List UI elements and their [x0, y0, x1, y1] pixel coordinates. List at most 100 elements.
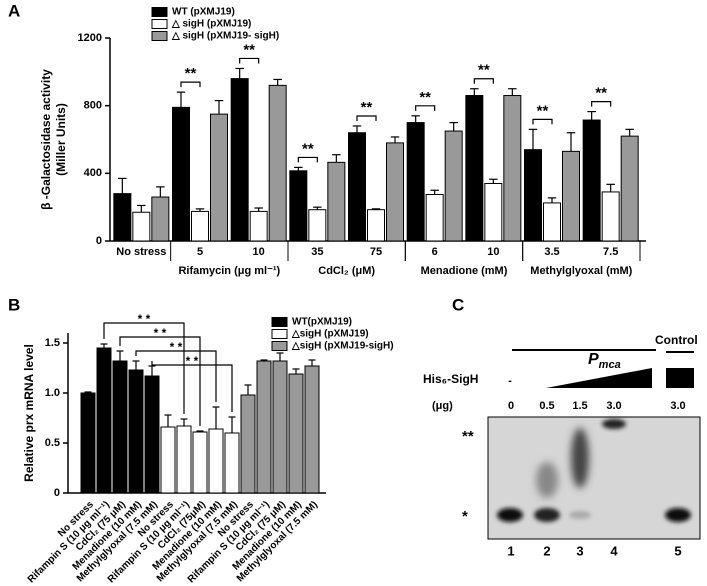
y-axis-label: (Miller Units) [54, 103, 68, 176]
gel-image [487, 416, 701, 540]
bar [444, 130, 463, 242]
significance-label: ** [595, 85, 607, 102]
comparison-label: * * [138, 312, 151, 326]
shifted-marker: ** [462, 428, 474, 445]
x-tick-label: 5 [197, 246, 203, 258]
amount: 3.0 [606, 400, 621, 412]
legend-label: △ sigH (pXMJ19- sigH) [171, 31, 279, 42]
bar [601, 191, 620, 242]
bar [288, 373, 304, 494]
lane-number: 4 [610, 543, 618, 558]
group-label: Rifamycin (μg ml⁻¹) [178, 265, 280, 277]
bar [160, 426, 176, 494]
bar [620, 135, 639, 242]
lane-number: 1 [507, 543, 514, 558]
comparison-label: * * [186, 354, 199, 368]
bar [308, 209, 327, 242]
bar [386, 142, 404, 242]
significance-bracket [473, 78, 494, 84]
bar [289, 170, 308, 242]
bar [113, 193, 132, 242]
band [602, 419, 626, 429]
lane-number: 2 [543, 543, 550, 558]
significance-bracket [180, 81, 201, 88]
bar [224, 432, 240, 494]
bar [80, 392, 96, 494]
legend-swatch [271, 341, 288, 351]
band [534, 508, 560, 522]
smear [571, 428, 589, 488]
amount: 1.5 [572, 400, 587, 412]
significance-label: ** [537, 102, 549, 119]
bar [256, 360, 272, 494]
legend-swatch [151, 7, 168, 17]
bar [268, 84, 287, 242]
significance-bracket [591, 100, 612, 107]
significance-label: ** [243, 41, 255, 58]
smear [536, 462, 558, 498]
bar [96, 347, 112, 494]
comparison-label: * * [154, 326, 167, 340]
gradient-wedge [546, 368, 652, 388]
control-bar [666, 368, 694, 388]
legend-swatch [271, 317, 288, 327]
bar [249, 210, 268, 242]
significance-bracket [415, 105, 436, 111]
bar [562, 150, 580, 242]
significance-label: ** [302, 140, 314, 157]
panel-label: C [452, 295, 464, 314]
bar [503, 95, 522, 242]
significance-label: ** [185, 65, 197, 82]
y-tick-label: 0 [54, 487, 60, 499]
bar [144, 375, 160, 494]
group-label: CdCl₂ (μM) [318, 265, 375, 277]
bar [192, 431, 208, 494]
x-tick-label: 10 [253, 246, 265, 258]
x-tick-label: 35 [311, 246, 323, 258]
significance-label: ** [419, 89, 431, 106]
bar [304, 365, 320, 494]
significance-label: ** [361, 99, 373, 116]
legend-swatch [151, 19, 168, 29]
bar [112, 360, 128, 494]
comparison-bracket [151, 361, 233, 412]
bar [132, 211, 151, 242]
significance-bracket [532, 118, 553, 125]
gel-panel: C Pmca Control His₆-SigH (μg) - 0 0.5 1.… [423, 295, 701, 558]
significance-bracket [356, 115, 377, 121]
significance-label: ** [478, 62, 490, 79]
lane-number: 5 [674, 543, 681, 558]
bar [176, 425, 192, 494]
panel-label: A [8, 1, 20, 20]
comparison-label: * * [170, 340, 183, 354]
bar [191, 210, 209, 242]
bar [425, 193, 444, 242]
y-tick-label: 1.0 [45, 387, 60, 399]
comparison-bracket [135, 350, 217, 402]
bar [128, 369, 144, 494]
legend-label: WT(pXMJ19) [292, 317, 352, 328]
amount: 3.0 [670, 400, 685, 412]
panel-label: B [8, 295, 20, 314]
bar [465, 95, 484, 242]
bar [151, 196, 170, 242]
bar [524, 149, 542, 242]
bar [230, 78, 249, 242]
band [497, 508, 523, 522]
legend-swatch [271, 329, 288, 339]
y-tick-label: 0 [96, 235, 102, 247]
legend-label: △sigH (pXMJ19) [291, 329, 369, 340]
lane-number: 3 [576, 543, 583, 558]
x-tick-label: 6 [432, 246, 438, 258]
x-tick-label: 3.5 [544, 246, 559, 258]
unit-label: (μg) [432, 400, 453, 412]
bar [367, 209, 385, 242]
legend-label: △sigH (pXMJ19-sigH) [291, 341, 394, 352]
bar [543, 202, 561, 242]
bar [582, 119, 601, 242]
y-axis-label: β -Galactosidase activity [39, 69, 53, 210]
bar [484, 182, 503, 242]
x-tick-label: 7.5 [603, 246, 618, 258]
bar [210, 113, 228, 242]
amount: 0.5 [539, 400, 554, 412]
